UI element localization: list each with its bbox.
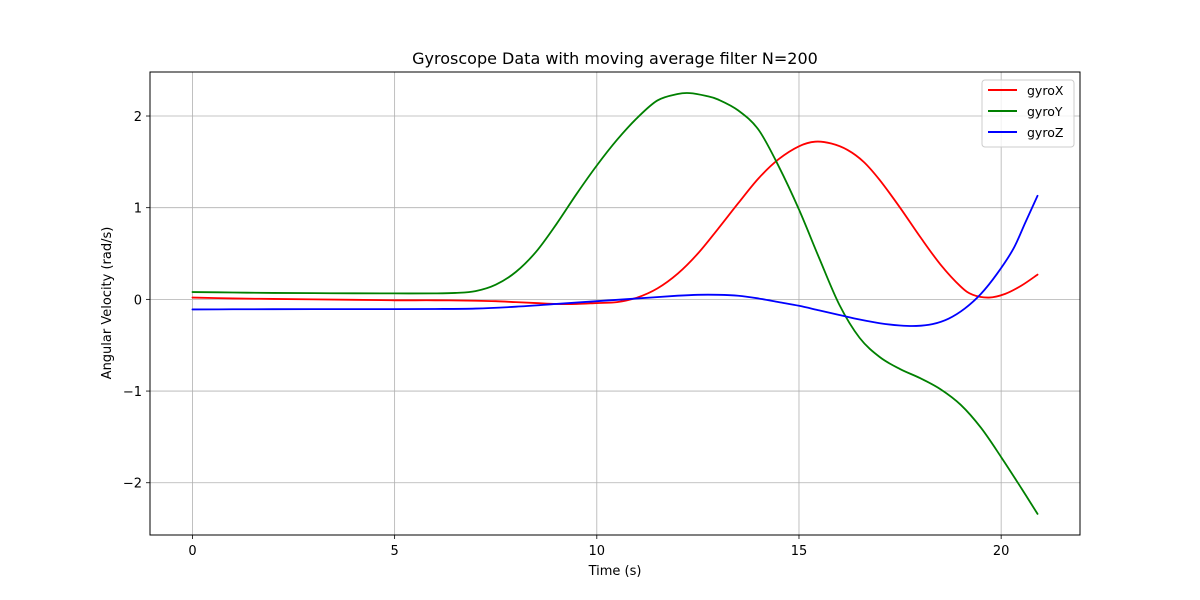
y-tick-label: 2 bbox=[134, 110, 142, 125]
legend-label-gyroy: gyroY bbox=[1027, 104, 1063, 119]
x-tick-label: 20 bbox=[993, 544, 1010, 559]
legend: gyroX gyroY gyroZ bbox=[981, 79, 1075, 148]
series-lines bbox=[191, 92, 1039, 515]
legend-label-gyrox: gyroX bbox=[1027, 83, 1064, 98]
y-tick-label: 0 bbox=[134, 293, 142, 308]
x-tick-label: 0 bbox=[188, 544, 196, 559]
chart-title: Gyroscope Data with moving average filte… bbox=[412, 49, 818, 68]
series-line-gyroz bbox=[191, 194, 1039, 327]
x-tick-label: 15 bbox=[791, 544, 808, 559]
legend-label-gyroz: gyroZ bbox=[1027, 125, 1063, 140]
x-tick-label: 10 bbox=[589, 544, 606, 559]
y-axis-label: Angular Velocity (rad/s) bbox=[100, 227, 115, 380]
x-tick-label: 5 bbox=[390, 544, 398, 559]
y-tick-label: −2 bbox=[123, 477, 142, 492]
legend-box bbox=[981, 79, 1075, 148]
y-tick-label: 1 bbox=[134, 202, 142, 217]
y-tick-label: −1 bbox=[123, 385, 142, 400]
x-axis-ticks: 0 5 10 15 20 bbox=[188, 535, 1009, 559]
y-axis-ticks: −2 −1 0 1 2 bbox=[123, 110, 150, 492]
series-line-gyroy bbox=[191, 92, 1039, 515]
plot-area-frame bbox=[149, 71, 1081, 536]
x-axis-label: Time (s) bbox=[588, 564, 642, 579]
series-line-gyrox bbox=[191, 140, 1039, 305]
